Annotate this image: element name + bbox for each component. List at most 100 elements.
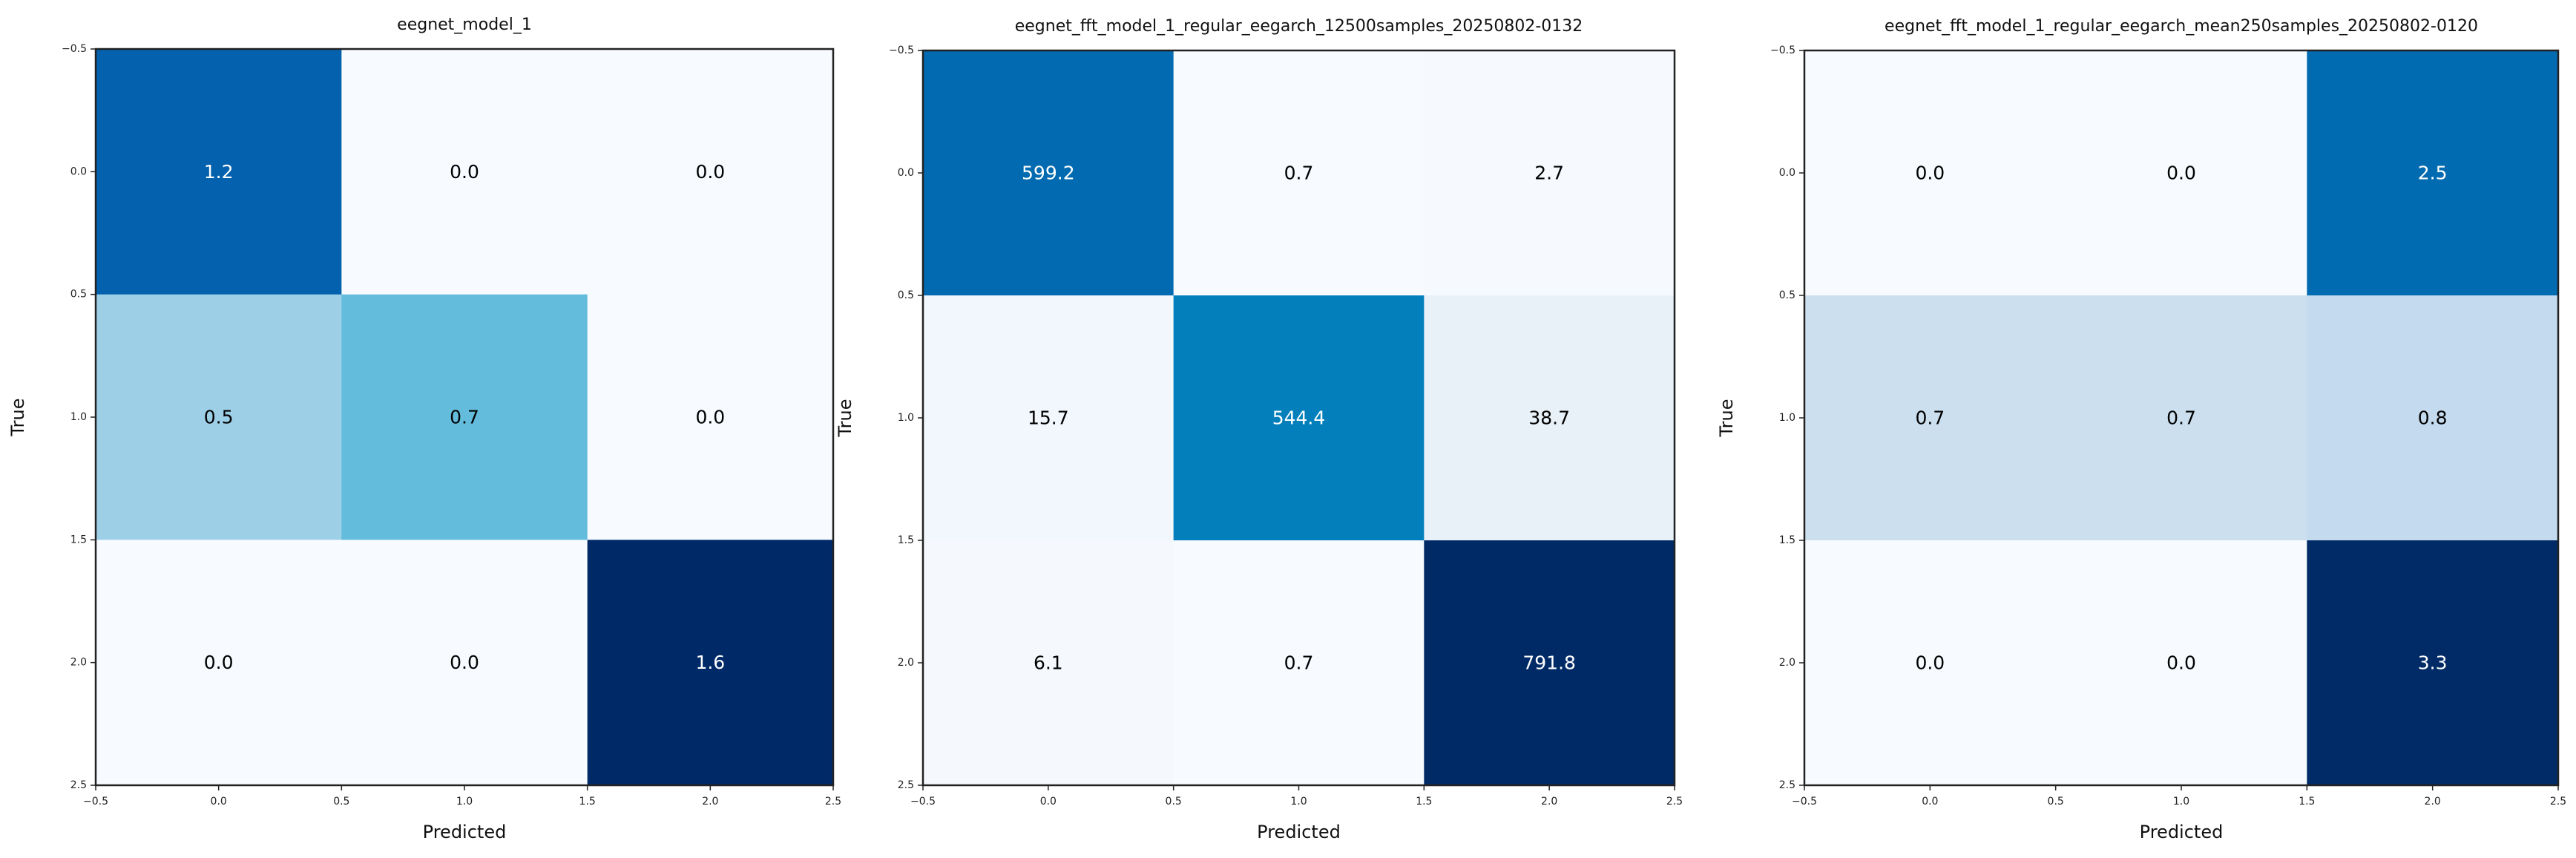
heatmap-cell-r0-c2 [2307, 50, 2559, 296]
x-tick-label: 0.5 [1166, 796, 1182, 808]
heatmap-cell-r1-c2 [1424, 295, 1675, 541]
chart-title: eegnet_fft_model_1_regular_eegarch_12500… [1015, 17, 1583, 36]
cell-value-label: 2.7 [1534, 163, 1564, 184]
heatmap-cell-r2-c1 [341, 540, 588, 786]
cell-value-label: 0.0 [450, 652, 479, 673]
y-tick-label: 2.5 [1779, 779, 1795, 791]
y-tick-label: 0.5 [1779, 289, 1795, 301]
heatmap-cell-r2-c0 [1804, 540, 2057, 786]
heatmap-cell-r1-c1 [2055, 295, 2307, 541]
cell-value-label: 3.3 [2418, 652, 2448, 674]
x-tick-label: −0.5 [1792, 796, 1817, 808]
y-axis-label: True [1716, 399, 1737, 438]
heatmap-cell-r1-c0 [96, 294, 342, 540]
x-tick-label: 0.5 [2048, 796, 2064, 808]
x-tick-label: −0.5 [910, 796, 936, 808]
y-tick-label: 2.5 [70, 779, 87, 791]
x-tick-label: 2.5 [2550, 796, 2566, 808]
cell-value-label: 1.2 [204, 161, 234, 183]
x-tick-label: 0.5 [333, 796, 349, 808]
heatmap-cell-r0-c2 [1424, 50, 1675, 296]
x-tick-label: 1.5 [2299, 796, 2315, 808]
heatmap-cell-r1-c0 [1804, 295, 2057, 541]
x-axis-label: Predicted [2140, 822, 2224, 842]
chart-title: eegnet_model_1 [397, 16, 532, 34]
heatmap-cell-r0-c2 [587, 49, 834, 295]
cell-value-label: 0.7 [1284, 163, 1314, 184]
heatmap-cell-r1-c1 [1173, 295, 1425, 541]
y-tick-label: −0.5 [1770, 45, 1795, 56]
cell-value-label: 0.0 [1915, 652, 1945, 674]
y-tick-label: 1.5 [898, 534, 914, 546]
y-tick-label: 1.0 [898, 412, 914, 424]
y-axis-label: True [7, 399, 28, 437]
cell-value-label: 0.0 [1915, 163, 1945, 184]
x-tick-label: 2.0 [2425, 796, 2441, 808]
heatmap-cell-r1-c0 [923, 295, 1174, 541]
x-tick-label: 1.0 [1290, 796, 1307, 808]
x-tick-label: 2.0 [1541, 796, 1557, 808]
y-tick-label: 2.5 [898, 779, 914, 791]
cell-value-label: 599.2 [1022, 163, 1075, 184]
cell-value-label: 544.4 [1272, 407, 1326, 429]
cell-value-label: 0.0 [450, 161, 479, 183]
heatmap-cell-r1-c1 [341, 294, 588, 540]
y-tick-label: 2.0 [898, 657, 914, 669]
x-tick-label: 1.0 [2173, 796, 2189, 808]
y-tick-label: 2.0 [1779, 657, 1795, 669]
cell-value-label: 0.7 [450, 407, 479, 428]
x-tick-label: 1.0 [456, 796, 473, 808]
heatmap-cell-r2-c0 [923, 540, 1174, 786]
x-tick-label: 0.0 [211, 796, 227, 808]
cell-value-label: 0.7 [1284, 652, 1314, 674]
heatmap-cell-r0-c1 [1173, 50, 1425, 296]
y-tick-label: 0.0 [1779, 167, 1795, 179]
heatmap-cell-r1-c2 [2307, 295, 2559, 541]
cell-value-label: 0.0 [695, 407, 725, 428]
y-tick-label: 1.5 [1779, 534, 1795, 546]
confusion-matrix-panel-1: 1.2 0.0 0.0 0.5 0.7 0.0 0.0 0.0 1.6 −0.5 0.0 0.5 1.0… [7, 16, 841, 842]
cell-value-label: 6.1 [1034, 652, 1063, 674]
y-tick-label: 1.5 [70, 534, 87, 546]
cell-value-label: 15.7 [1028, 407, 1069, 429]
y-tick-label: 0.0 [70, 166, 87, 177]
x-tick-label: 1.5 [1416, 796, 1432, 808]
x-axis-label: Predicted [1257, 822, 1341, 842]
y-tick-label: 2.0 [70, 657, 87, 669]
y-tick-label: 0.5 [898, 289, 914, 301]
cell-value-label: 0.0 [204, 652, 234, 673]
x-tick-label: 2.5 [825, 796, 841, 808]
cell-value-label: 0.7 [2166, 407, 2196, 429]
cell-value-label: 0.0 [695, 161, 725, 183]
heatmap-cell-r2-c0 [96, 540, 342, 786]
y-tick-label: 0.5 [70, 289, 87, 301]
chart-title: eegnet_fft_model_1_regular_eegarch_mean2… [1885, 17, 2478, 36]
x-tick-label: 2.0 [702, 796, 718, 808]
heatmap-cell-r0-c1 [341, 49, 588, 295]
cell-value-label: 2.5 [2418, 163, 2448, 184]
x-tick-label: 0.0 [1040, 796, 1057, 808]
x-tick-label: 1.5 [579, 796, 596, 808]
x-tick-label: 2.5 [1666, 796, 1683, 808]
y-tick-label: 1.0 [70, 411, 87, 423]
cell-value-label: 1.6 [695, 652, 725, 673]
heatmap-cell-r0-c0 [96, 49, 342, 295]
confusion-matrix-panel-2: 599.2 0.7 2.7 15.7 544.4 38.7 6.1 0.7 791.8 −0.5 0… [835, 17, 1683, 842]
heatmap-cell-r2-c1 [1173, 540, 1425, 786]
heatmap-cell-r0-c1 [2055, 50, 2307, 296]
x-tick-label: −0.5 [83, 796, 108, 808]
heatmap-cell-r2-c1 [2055, 540, 2307, 786]
y-axis-label: True [835, 399, 855, 438]
y-tick-label: 1.0 [1779, 412, 1795, 424]
cell-value-label: 0.0 [2166, 163, 2196, 184]
cell-value-label: 0.5 [204, 407, 234, 428]
cell-value-label: 0.7 [1915, 407, 1945, 429]
heatmap-cell-r0-c0 [1804, 50, 2057, 296]
y-tick-label: −0.5 [62, 43, 87, 55]
x-tick-label: 0.0 [1922, 796, 1938, 808]
y-tick-label: −0.5 [889, 45, 914, 56]
cell-value-label: 0.8 [2418, 407, 2448, 429]
heatmap-cell-r2-c2 [587, 540, 834, 786]
x-axis-label: Predicted [423, 822, 507, 842]
